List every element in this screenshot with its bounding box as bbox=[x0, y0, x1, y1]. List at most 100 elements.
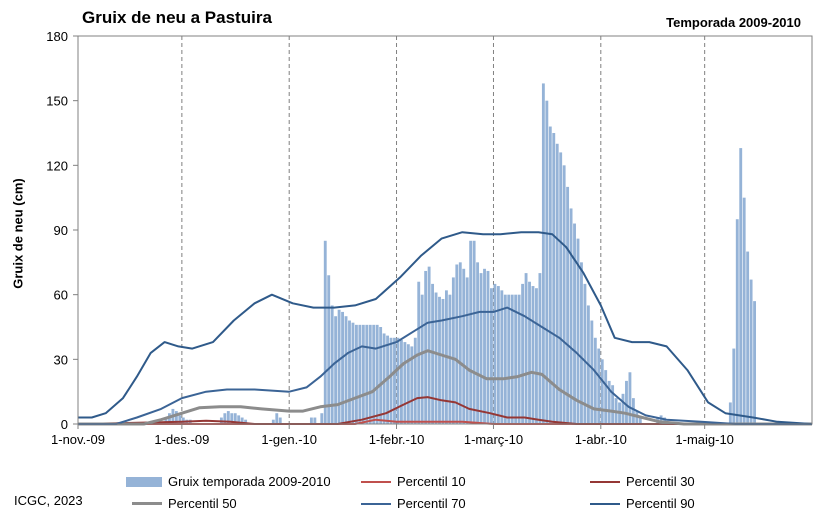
depth-bar bbox=[739, 148, 743, 425]
depth-bar bbox=[420, 294, 424, 424]
x-tick-label: 1-febr.-10 bbox=[369, 432, 425, 447]
legend-swatch bbox=[132, 502, 162, 505]
depth-bar bbox=[496, 286, 500, 424]
depth-bar bbox=[313, 417, 317, 424]
depth-bar bbox=[753, 301, 757, 424]
depth-bar bbox=[438, 296, 441, 424]
depth-bar bbox=[174, 411, 178, 424]
legend-label: Percentil 50 bbox=[168, 496, 237, 511]
depth-bar bbox=[226, 411, 230, 424]
depth-bar bbox=[535, 288, 538, 424]
depth-bar bbox=[545, 100, 549, 425]
legend-swatch bbox=[361, 480, 391, 483]
depth-bar bbox=[275, 413, 279, 424]
depth-bar bbox=[472, 240, 476, 424]
depth-bar bbox=[510, 294, 514, 424]
depth-bar bbox=[327, 275, 331, 424]
legend-item-p30: Percentil 30 bbox=[584, 474, 695, 489]
depth-bar bbox=[278, 417, 282, 424]
depth-bar bbox=[746, 251, 750, 424]
depth-bar bbox=[389, 337, 393, 424]
depth-bar bbox=[348, 320, 351, 424]
depth-bar bbox=[486, 270, 490, 424]
depth-bar bbox=[427, 266, 431, 424]
depth-bar bbox=[659, 415, 663, 424]
y-tick-label: 120 bbox=[46, 158, 68, 173]
depth-bar bbox=[431, 283, 435, 424]
depth-bar bbox=[749, 279, 753, 424]
depth-bar bbox=[271, 419, 275, 424]
depth-bar bbox=[237, 415, 241, 424]
y-tick-label: 30 bbox=[54, 352, 68, 367]
legend-swatch bbox=[361, 502, 391, 505]
depth-bar bbox=[424, 270, 428, 424]
y-tick-label: 0 bbox=[61, 417, 68, 432]
depth-bar bbox=[562, 165, 566, 425]
depth-bar bbox=[434, 292, 438, 424]
depth-bar bbox=[528, 281, 531, 424]
depth-bar bbox=[552, 133, 556, 424]
y-tick-label: 60 bbox=[54, 288, 68, 303]
depth-bar bbox=[455, 264, 459, 424]
depth-bar bbox=[403, 342, 407, 424]
depth-bar bbox=[365, 324, 369, 424]
depth-bar bbox=[490, 288, 493, 424]
depth-bar bbox=[638, 417, 642, 424]
legend-item-p70: Percentil 70 bbox=[355, 496, 466, 511]
depth-bar bbox=[240, 417, 244, 424]
depth-bar bbox=[500, 290, 504, 424]
legend-item-p90: Percentil 90 bbox=[584, 496, 695, 511]
depth-bar bbox=[493, 283, 497, 424]
depth-bar bbox=[413, 337, 417, 424]
depth-bar bbox=[604, 370, 608, 424]
chart-subtitle: Temporada 2009-2010 bbox=[666, 15, 801, 30]
depth-bar bbox=[351, 322, 355, 424]
depth-bar bbox=[541, 83, 545, 424]
depth-bar bbox=[375, 324, 379, 424]
depth-bar bbox=[361, 324, 365, 424]
depth-bar bbox=[742, 197, 746, 424]
y-tick-label: 180 bbox=[46, 29, 68, 44]
depth-bar bbox=[396, 337, 400, 424]
snow-depth-bars bbox=[164, 83, 757, 425]
depth-bar bbox=[462, 268, 466, 424]
depth-bar bbox=[611, 385, 615, 424]
depth-bar bbox=[573, 223, 576, 424]
tick-labels: 1-nov.-09 1-des.-09 1-gen.-10 1-febr.-10 1-m… bbox=[46, 29, 734, 447]
depth-bar bbox=[580, 262, 583, 424]
depth-bar bbox=[531, 286, 535, 424]
depth-bar bbox=[465, 277, 469, 424]
depth-bar bbox=[368, 324, 372, 424]
x-tick-label: 1-març-10 bbox=[464, 432, 523, 447]
depth-bar bbox=[341, 311, 344, 424]
depth-bar bbox=[233, 413, 237, 424]
legend-label: Percentil 70 bbox=[397, 496, 466, 511]
depth-bar bbox=[451, 277, 455, 424]
depth-bar bbox=[223, 413, 227, 424]
depth-bar bbox=[337, 309, 341, 424]
depth-bar bbox=[334, 316, 338, 424]
x-tick-label: 1-nov.-09 bbox=[51, 432, 105, 447]
x-tick-label: 1-gen.-10 bbox=[261, 432, 317, 447]
depth-bar bbox=[600, 359, 604, 424]
legend-label: Percentil 90 bbox=[626, 496, 695, 511]
depth-bar bbox=[507, 294, 511, 424]
depth-bar bbox=[379, 327, 383, 424]
legend-label: Gruix temporada 2009-2010 bbox=[168, 474, 331, 489]
y-tick-label: 90 bbox=[54, 223, 68, 238]
legend-label: Percentil 10 bbox=[397, 474, 466, 489]
credit-text: ICGC, 2023 bbox=[14, 493, 83, 508]
depth-bar bbox=[406, 344, 410, 424]
depth-bar bbox=[566, 186, 570, 424]
legend-swatch bbox=[126, 476, 162, 487]
depth-bar bbox=[625, 380, 628, 424]
legend-item-p10: Percentil 10 bbox=[355, 474, 466, 489]
depth-bar bbox=[607, 380, 611, 424]
legend-swatch bbox=[590, 502, 620, 505]
line-p50 bbox=[78, 349, 812, 426]
depth-bar bbox=[469, 240, 473, 424]
depth-bar bbox=[590, 320, 594, 424]
depth-bar bbox=[372, 324, 376, 424]
depth-bar bbox=[399, 339, 403, 424]
depth-bar bbox=[517, 294, 521, 424]
